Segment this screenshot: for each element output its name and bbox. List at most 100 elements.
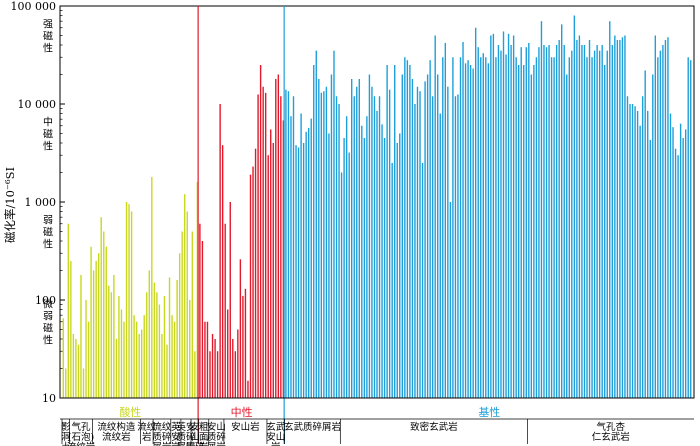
bar	[540, 21, 543, 399]
bar	[449, 202, 452, 398]
bar	[130, 211, 133, 398]
bar	[90, 246, 92, 398]
bar	[80, 274, 82, 398]
bar	[353, 96, 355, 398]
bar	[138, 333, 140, 398]
bar	[267, 155, 269, 398]
bar	[533, 65, 535, 398]
bar	[502, 31, 505, 398]
bar	[148, 270, 150, 398]
bar	[558, 39, 560, 399]
bar	[548, 44, 550, 399]
bar	[270, 129, 272, 398]
bar	[404, 57, 406, 398]
rock-type-label: 玄武质碎屑岩	[284, 421, 341, 433]
bar	[507, 33, 510, 399]
bar	[555, 44, 558, 399]
bar	[356, 86, 358, 399]
bar	[351, 78, 353, 399]
bar	[674, 148, 677, 398]
bar	[578, 35, 581, 398]
bar	[566, 74, 568, 399]
bar	[624, 35, 626, 398]
bar	[679, 123, 682, 399]
bar	[206, 321, 209, 398]
bar	[477, 47, 479, 398]
rock-type-label: 安山岩	[231, 421, 260, 433]
bar	[416, 86, 419, 399]
bar	[497, 44, 500, 399]
bar	[123, 321, 125, 398]
bar	[406, 60, 409, 398]
rock-type-label: 流纹质碎屑岩	[152, 421, 172, 446]
bar	[103, 231, 105, 398]
bar	[464, 63, 467, 398]
bar	[411, 78, 414, 399]
bar	[487, 63, 490, 398]
bar	[181, 231, 183, 398]
rock-type-label: 致密玄武岩	[410, 421, 458, 433]
bar	[196, 181, 199, 398]
bar	[388, 89, 391, 399]
bar	[227, 309, 229, 398]
bar	[414, 104, 416, 398]
bar	[659, 50, 662, 398]
bar	[242, 295, 244, 398]
bar	[343, 137, 345, 398]
bar	[538, 47, 540, 398]
bar	[361, 125, 363, 398]
bar	[87, 321, 90, 398]
bar	[647, 110, 649, 399]
bar	[583, 44, 586, 399]
bar	[378, 96, 381, 398]
bar	[323, 91, 325, 398]
bar	[550, 57, 553, 398]
bar	[313, 65, 315, 398]
bar	[667, 37, 669, 399]
bar	[70, 261, 72, 398]
bar	[330, 74, 333, 399]
bar	[257, 94, 259, 399]
bar	[591, 57, 593, 398]
bar	[419, 91, 421, 398]
rock-type-label: 影洞土	[61, 422, 71, 446]
bar	[156, 292, 158, 398]
bar	[133, 315, 135, 398]
bar	[429, 60, 431, 398]
bar	[135, 321, 138, 398]
rock-type-label: 安山质碎屑岩	[185, 421, 205, 446]
bar	[467, 60, 469, 398]
bar	[295, 145, 297, 398]
group-dividers	[197, 6, 285, 444]
bar	[528, 42, 530, 398]
rock-type-label: 气孔(石泡)流纹岩	[67, 421, 96, 446]
bar	[62, 318, 64, 398]
bar	[371, 86, 373, 399]
bar	[510, 44, 512, 399]
bar	[426, 74, 429, 399]
bar	[184, 194, 186, 398]
bar	[297, 147, 300, 398]
bar	[409, 65, 411, 398]
rock-type-label: 流纹岩	[137, 421, 157, 443]
y-tick-label: 10 000	[18, 98, 57, 111]
bar	[176, 279, 178, 398]
bar	[77, 344, 80, 398]
bar	[348, 152, 350, 398]
bar	[239, 259, 242, 398]
bar	[553, 57, 555, 398]
bar	[229, 202, 231, 398]
bar	[664, 39, 667, 399]
bar	[166, 344, 168, 398]
bar	[247, 380, 249, 398]
bar	[100, 217, 102, 398]
bar	[634, 106, 636, 398]
bar	[302, 142, 305, 398]
bar	[401, 74, 403, 399]
bar	[366, 116, 368, 399]
bar	[368, 74, 371, 399]
band-label: 微弱磁性	[43, 298, 53, 347]
bar	[108, 285, 110, 398]
bar	[168, 277, 171, 398]
